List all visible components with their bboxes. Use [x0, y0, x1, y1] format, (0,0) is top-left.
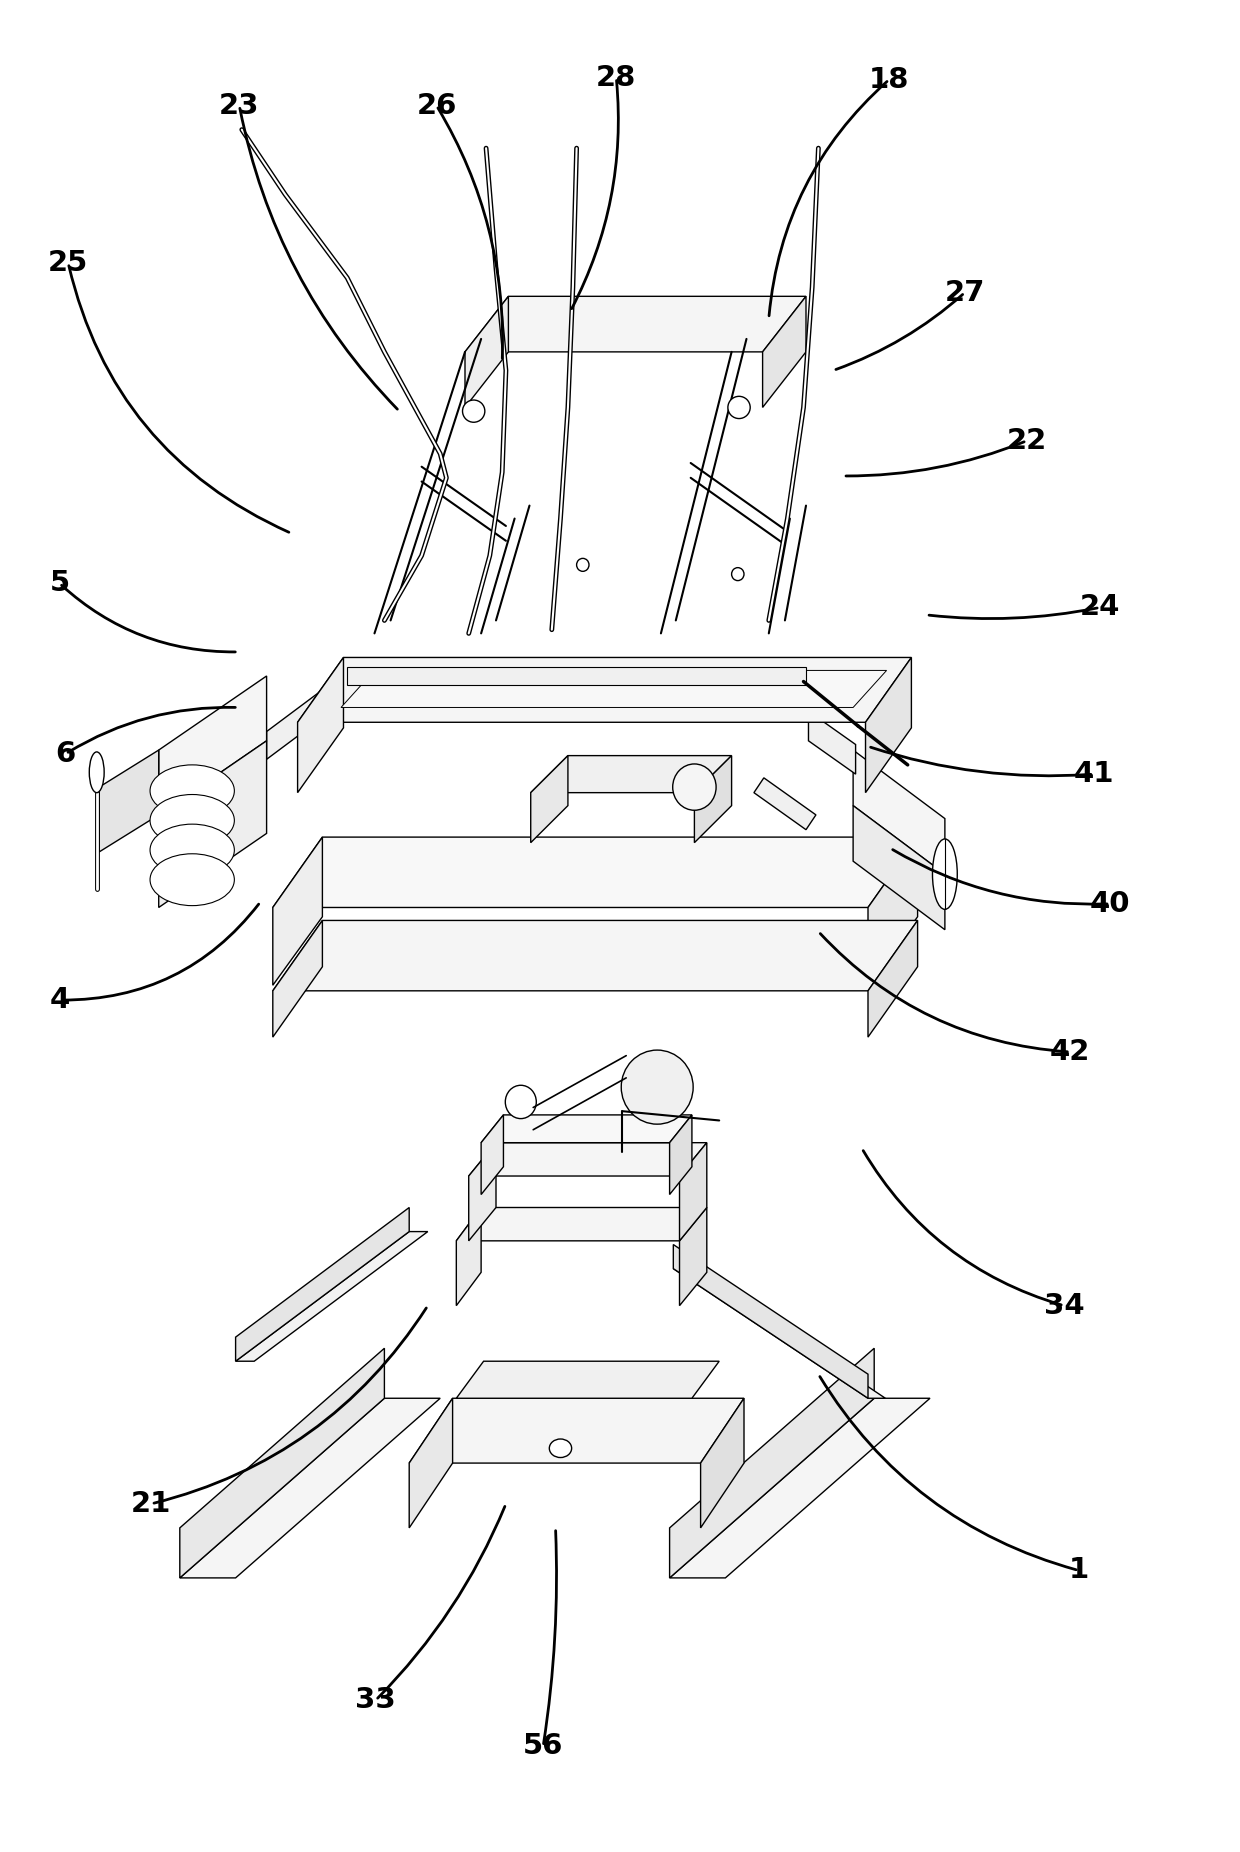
Text: 28: 28	[596, 63, 636, 93]
Polygon shape	[531, 756, 568, 843]
Text: 27: 27	[945, 278, 985, 307]
Ellipse shape	[728, 396, 750, 419]
Ellipse shape	[506, 1085, 536, 1119]
Ellipse shape	[89, 752, 104, 793]
Polygon shape	[853, 806, 945, 930]
Polygon shape	[531, 756, 732, 793]
Polygon shape	[673, 1269, 885, 1398]
Polygon shape	[868, 837, 918, 985]
Ellipse shape	[672, 763, 717, 811]
Polygon shape	[409, 1398, 453, 1528]
Polygon shape	[868, 920, 918, 1037]
Polygon shape	[456, 1208, 707, 1241]
Polygon shape	[701, 1398, 744, 1528]
Text: 6: 6	[56, 739, 76, 769]
Polygon shape	[341, 670, 887, 707]
Polygon shape	[180, 1398, 440, 1578]
Text: 23: 23	[219, 91, 259, 120]
Text: 40: 40	[1090, 889, 1130, 919]
Text: 1: 1	[1069, 1556, 1089, 1585]
Polygon shape	[680, 1143, 707, 1241]
Polygon shape	[694, 756, 732, 843]
Polygon shape	[99, 750, 159, 852]
Polygon shape	[465, 296, 806, 352]
Polygon shape	[469, 1143, 707, 1176]
Ellipse shape	[150, 854, 234, 906]
Polygon shape	[853, 750, 945, 874]
Polygon shape	[670, 1115, 692, 1195]
Polygon shape	[673, 1245, 868, 1398]
Ellipse shape	[150, 824, 234, 876]
Text: 24: 24	[1080, 593, 1120, 622]
Ellipse shape	[621, 1050, 693, 1124]
Text: 42: 42	[1050, 1037, 1090, 1067]
Polygon shape	[298, 657, 343, 793]
Polygon shape	[465, 296, 508, 407]
Polygon shape	[273, 837, 918, 907]
Polygon shape	[273, 920, 322, 1037]
Ellipse shape	[732, 567, 744, 582]
Polygon shape	[236, 1208, 409, 1361]
Text: 21: 21	[131, 1489, 171, 1519]
Polygon shape	[481, 1115, 692, 1143]
Text: 25: 25	[48, 248, 88, 278]
Polygon shape	[347, 667, 806, 685]
Text: 34: 34	[1044, 1291, 1084, 1320]
Polygon shape	[763, 296, 806, 407]
Polygon shape	[180, 1348, 384, 1578]
Ellipse shape	[549, 1439, 572, 1458]
Polygon shape	[481, 1115, 503, 1195]
Text: 33: 33	[356, 1685, 396, 1715]
Polygon shape	[469, 1143, 496, 1241]
Text: 26: 26	[417, 91, 456, 120]
Polygon shape	[680, 1208, 707, 1306]
Polygon shape	[159, 676, 267, 815]
Text: 18: 18	[869, 65, 909, 94]
Polygon shape	[670, 1348, 874, 1578]
Polygon shape	[236, 1232, 428, 1361]
Polygon shape	[267, 685, 329, 759]
Ellipse shape	[150, 765, 234, 817]
Polygon shape	[754, 778, 816, 830]
Ellipse shape	[577, 559, 589, 570]
Polygon shape	[866, 657, 911, 793]
Polygon shape	[808, 711, 856, 774]
Text: 41: 41	[1074, 759, 1114, 789]
Polygon shape	[670, 1398, 930, 1578]
Polygon shape	[409, 1398, 744, 1463]
Text: 56: 56	[523, 1732, 563, 1761]
Polygon shape	[273, 920, 918, 991]
Ellipse shape	[150, 795, 234, 846]
Text: 22: 22	[1007, 426, 1047, 456]
Polygon shape	[456, 1361, 719, 1398]
Text: 5: 5	[50, 569, 69, 598]
Polygon shape	[273, 837, 322, 985]
Polygon shape	[159, 741, 267, 907]
Polygon shape	[456, 1208, 481, 1306]
Ellipse shape	[463, 400, 485, 422]
Polygon shape	[298, 657, 911, 722]
Text: 4: 4	[50, 985, 69, 1015]
Ellipse shape	[932, 839, 957, 909]
